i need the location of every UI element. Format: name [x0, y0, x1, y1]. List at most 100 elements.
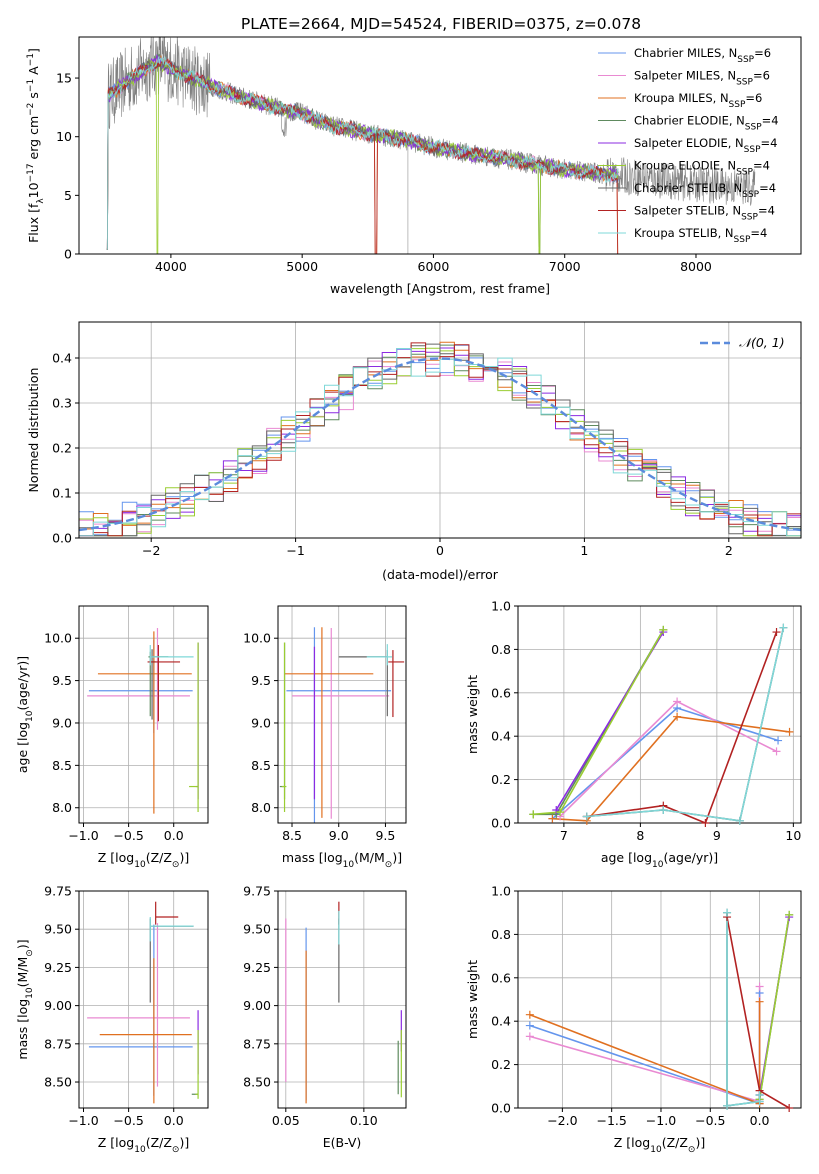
residuals-histogram	[79, 348, 801, 537]
weight-vs-age-plot	[533, 627, 790, 823]
weight-vs-Z-xtick-label: −1.0	[646, 1113, 676, 1128]
mass-vs-EBV-ytick-label: 8.75	[243, 1036, 271, 1051]
age-vs-Z-ytick-label: 9.0	[52, 715, 72, 730]
weight-vs-age-series-line	[533, 629, 664, 816]
spectrum-ytick-label: 15	[56, 71, 72, 86]
weight-vs-Z-series-line	[529, 986, 761, 1103]
weight-vs-Z-series-line	[726, 916, 790, 1108]
spectrum-legend-label: Chabrier MILES, NSSP=6	[634, 46, 771, 65]
weight-vs-Z-ytick-label: 0.6	[491, 970, 511, 985]
mass-vs-Z-ytick-label: 8.50	[44, 1075, 72, 1090]
weight-vs-Z-series-line	[758, 914, 790, 1100]
residuals-histogram	[79, 343, 801, 537]
mass-vs-Z-xtick-label: 0.0	[164, 1113, 184, 1128]
age-vs-mass-ytick-label: 10.0	[243, 631, 271, 646]
age-vs-Z-ytick-label: 10.0	[44, 631, 72, 646]
weight-vs-age-xtick-label: 8	[636, 828, 644, 843]
weight-vs-age-ylabel: mass weight	[465, 675, 480, 754]
spectrum-ylabel: Flux [fλ10−17 erg cm−2 s−1 A−1]	[26, 48, 46, 243]
weight-vs-age-point-marker	[556, 808, 565, 817]
spectrum-ytick-label: 10	[56, 129, 72, 144]
mass-vs-EBV-ytick-label: 8.50	[243, 1075, 271, 1090]
mass-vs-Z-ytick-label: 9.00	[44, 998, 72, 1013]
residuals-ytick-label: 0.2	[52, 441, 72, 456]
age-vs-Z-ytick-label: 8.0	[52, 800, 72, 815]
age-vs-Z-xtick-label: −0.5	[113, 828, 143, 843]
weight-vs-Z-series-line	[529, 993, 761, 1105]
figure-title: PLATE=2664, MJD=54524, FIBERID=0375, z=0…	[241, 15, 641, 33]
spectrum-legend-label: Salpeter STELIB, NSSP=4	[634, 204, 775, 223]
age-vs-mass-ytick-label: 9.0	[251, 715, 271, 730]
age-vs-mass-ytick-label: 8.0	[251, 800, 271, 815]
weight-vs-age-ytick-label: 0.4	[491, 729, 511, 744]
weight-vs-Z-point-marker	[723, 908, 732, 917]
residuals-xtick-label: 2	[725, 543, 733, 558]
mass-vs-EBV-ytick-label: 9.25	[243, 960, 271, 975]
mass-vs-EBV-ytick-label: 9.50	[243, 922, 271, 937]
spectrum-xtick-label: 4000	[155, 259, 187, 274]
weight-vs-age-point-marker	[673, 712, 682, 721]
weight-vs-Z-ytick-label: 0.0	[491, 1101, 511, 1116]
age-vs-mass-xtick-label: 8.5	[282, 828, 302, 843]
weight-vs-Z-point-marker	[525, 1032, 534, 1041]
weight-vs-age-ytick-label: 0.2	[491, 772, 511, 787]
spectrum-legend-label: Kroupa MILES, NSSP=6	[634, 91, 762, 110]
age-vs-Z-axes: −1.0 −0.5 0.0 8.0 8.5 9.0 9.5 10.0 Z [log10(Z/Z⊙…	[15, 605, 209, 870]
weight-vs-Z-plot	[529, 912, 790, 1108]
residuals-histogram	[79, 347, 801, 537]
weight-vs-age-point-marker	[774, 736, 783, 745]
residuals-ylabel: Normed distribution	[26, 368, 41, 493]
weight-vs-Z-point-marker	[755, 1090, 764, 1099]
mass-vs-Z-plot	[87, 901, 199, 1104]
weight-vs-age-series-line	[586, 631, 778, 823]
residuals-xtick-label: 0	[436, 543, 444, 558]
mass-vs-Z-xlabel: Z [log10(Z/Z⊙)]	[98, 1135, 189, 1155]
mass-vs-Z-frame	[78, 890, 209, 1109]
spectrum-legend-label: Chabrier STELIB, NSSP=4	[634, 181, 776, 200]
residuals-xtick-label: −1	[286, 543, 304, 558]
weight-vs-age-axes: 7 8 9 10 0.0 0.2 0.4 0.6 0.8 1.0 age [log10(age/yr…	[465, 599, 802, 870]
weight-vs-age-ytick-label: 0.8	[491, 642, 511, 657]
residuals-ytick-label: 0.4	[52, 351, 72, 366]
weight-vs-age-point-marker	[701, 819, 710, 827]
mass-vs-EBV-ytick-label: 9.00	[243, 998, 271, 1013]
residuals-plot	[79, 341, 801, 537]
age-vs-Z-xtick-label: −1.0	[68, 828, 98, 843]
weight-vs-age-ytick-label: 0.0	[491, 816, 511, 831]
age-vs-mass-xlabel: mass [log10(M/M⊙)]	[282, 850, 402, 870]
mass-vs-EBV-ytick-label: 9.75	[243, 884, 271, 899]
weight-vs-age-series-line	[586, 627, 785, 822]
residuals-xlabel: (data-model)/error	[382, 567, 499, 582]
spectrum-ytick-label: 5	[64, 188, 72, 203]
weight-vs-Z-xlabel: Z [log10(Z/Z⊙)]	[614, 1135, 705, 1155]
spectrum-xtick-label: 6000	[418, 259, 450, 274]
weight-vs-age-point-marker	[673, 697, 682, 706]
weight-vs-age-point-marker	[529, 810, 538, 819]
mass-vs-Z-axes: −1.0 −0.5 0.0 8.50 8.75 9.00 9.25 9.50 9.75 Z [lo…	[15, 884, 209, 1155]
age-vs-mass-xtick-label: 9.0	[329, 828, 349, 843]
weight-vs-Z-point-marker	[525, 1010, 534, 1019]
weight-vs-Z-xtick-label: −2.0	[547, 1113, 577, 1128]
weight-vs-age-point-marker	[779, 623, 788, 632]
mass-vs-EBV-axes: 0.05 0.10 8.50 8.75 9.00 9.25 9.50 9.75 E(B-V)	[243, 884, 407, 1150]
mass-vs-EBV-xtick-label: 0.10	[350, 1113, 378, 1128]
residuals-xtick-label: 1	[580, 543, 588, 558]
weight-vs-age-series-line	[533, 629, 664, 816]
weight-vs-age-point-marker	[772, 747, 781, 756]
residuals-ytick-label: 0.0	[52, 531, 72, 546]
mass-vs-Z-ylabel: mass [log10(M/M⊙)]	[15, 939, 35, 1059]
mass-vs-EBV-plot	[285, 901, 402, 1104]
spectrum-axes: 4000 5000 6000 7000 8000 0 5 10 15 Chabrier MILES…	[26, 36, 802, 296]
weight-vs-age-ytick-label: 1.0	[491, 599, 511, 614]
spectrum-legend: Chabrier MILES, NSSP=6 Salpeter MILES, NS…	[598, 46, 779, 245]
spectrum-legend-label: Salpeter MILES, NSSP=6	[634, 69, 770, 88]
mass-vs-Z-ytick-label: 9.25	[44, 960, 72, 975]
age-vs-mass-frame	[277, 605, 407, 824]
spectrum-model-line	[106, 56, 619, 250]
spectrum-legend-label: Kroupa ELODIE, NSSP=4	[634, 159, 770, 178]
weight-vs-age-xtick-label: 7	[560, 828, 568, 843]
spectrum-model-line	[106, 59, 619, 250]
spectrum-xlabel: wavelength [Angstrom, rest frame]	[330, 281, 550, 296]
spectrum-legend-label: Kroupa STELIB, NSSP=4	[634, 226, 767, 245]
